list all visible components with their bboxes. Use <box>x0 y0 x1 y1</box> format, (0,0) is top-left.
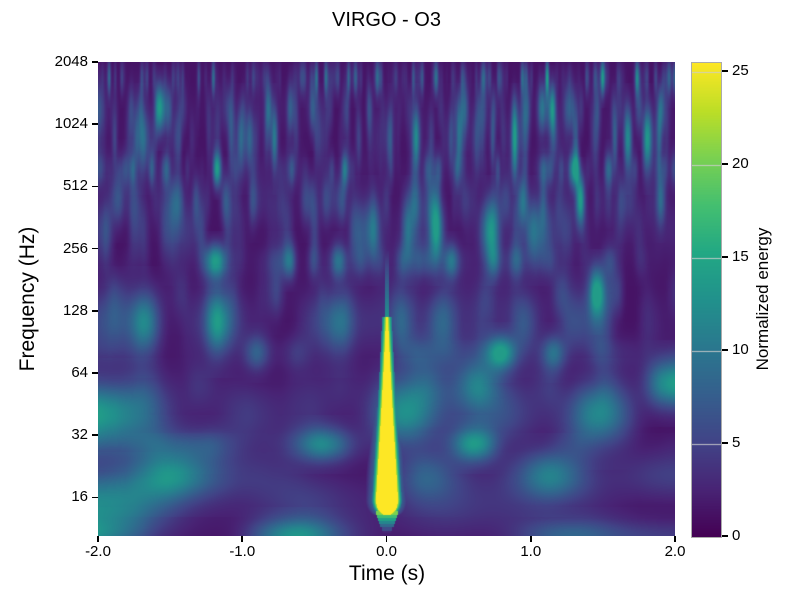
colorbar-tick-mark <box>722 256 728 258</box>
x-tick-mark <box>385 536 388 542</box>
chart-title: VIRGO - O3 <box>332 9 441 31</box>
y-tick-label: 1024 <box>54 115 88 133</box>
colorbar-tick-mark <box>722 442 728 444</box>
colorbar-tick-mark <box>722 70 728 73</box>
x-tick-mark <box>97 536 99 542</box>
spectrogram-heatmap <box>98 62 675 536</box>
y-tick-label: 2048 <box>54 53 88 70</box>
y-tick-mark <box>92 61 98 63</box>
colorbar-tick-label: 10 <box>732 341 749 359</box>
colorbar-tick-label: 5 <box>732 434 741 452</box>
x-tick-mark <box>674 536 676 542</box>
y-tick-label: 32 <box>71 426 88 444</box>
y-tick-label: 128 <box>62 301 88 319</box>
y-tick-mark <box>92 185 98 188</box>
x-tick-label: -1.0 <box>229 543 256 560</box>
colorbar-tick-label: 0 <box>732 527 741 544</box>
y-tick-mark <box>92 496 98 499</box>
y-tick-mark <box>92 372 98 374</box>
y-tick-label: 64 <box>71 363 88 381</box>
x-tick-mark <box>529 536 532 542</box>
colorbar-gradient <box>691 62 722 538</box>
x-tick-mark <box>241 536 244 542</box>
colorbar-tick-label: 20 <box>732 155 749 173</box>
colorbar-tick-label: 25 <box>732 62 749 80</box>
y-tick-mark <box>92 434 98 436</box>
y-axis-label: Frequency (Hz) <box>16 226 39 372</box>
y-tick-mark <box>92 247 98 250</box>
colorbar-tick-mark <box>722 163 728 166</box>
y-tick-mark <box>92 123 98 125</box>
x-tick-label: 0.0 <box>376 543 397 560</box>
colorbar-tick-mark <box>722 349 728 351</box>
y-tick-label: 16 <box>71 488 88 506</box>
y-tick-label: 256 <box>62 239 88 257</box>
colorbar-tick-mark <box>722 535 728 537</box>
x-axis-label: Time (s) <box>348 562 426 585</box>
x-tick-label: 1.0 <box>520 543 542 560</box>
x-tick-label: 2.0 <box>664 543 686 560</box>
colorbar-tick-label: 15 <box>732 248 749 266</box>
x-tick-label: -2.0 <box>85 543 111 560</box>
y-tick-mark <box>92 309 98 312</box>
y-tick-label: 512 <box>62 177 88 195</box>
